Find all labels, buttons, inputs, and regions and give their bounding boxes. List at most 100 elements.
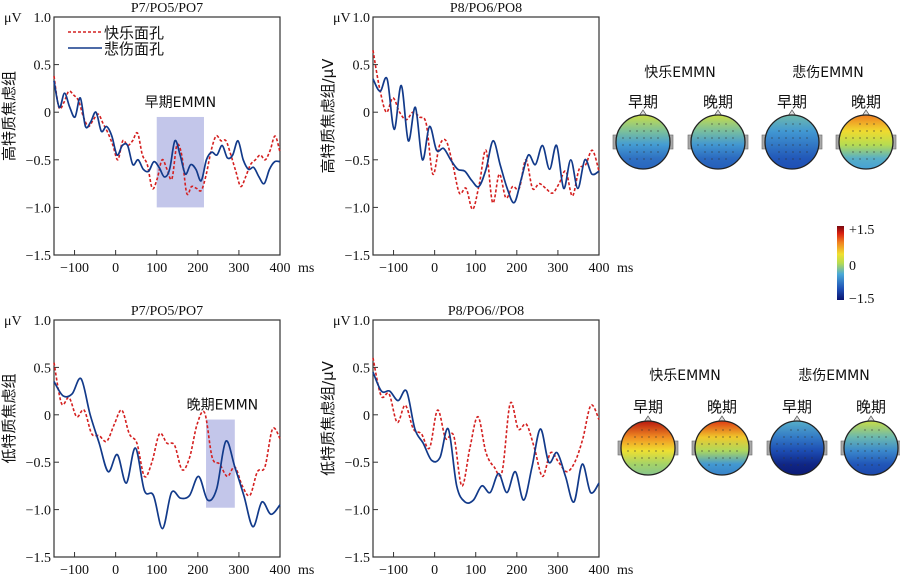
topomap-electrode [859,151,861,153]
topomap-electrode [729,450,731,452]
topomap-head [694,420,750,476]
topomap-electrode [852,144,854,146]
topomap-electrode [648,450,650,452]
topomap-electrode [873,151,875,153]
erp-panel-low-left: 晚期EMMN P7/PO5/PO7 μV 1.0 0.5 0 −0.5 −1.0 −1.5 −10… [0,304,314,575]
legend-sad-label: 悲伤面孔 [104,40,164,58]
topomap-electrode [636,123,638,125]
y-tick-label: 1.0 [353,11,371,26]
series-sad-line [372,371,600,505]
topomap-electrode [655,450,657,452]
x-unit-label: ms [298,261,314,276]
topomap-electrode [799,137,801,139]
topomap-electrode [866,137,868,139]
topomap-electrode [857,443,859,445]
topomap-electrode [804,450,806,452]
y-tick-label: −0.5 [26,456,51,471]
panel-title: P7/PO5/PO7 [131,1,203,16]
y-tick-label: −0.5 [345,456,370,471]
y-tick-label: −1.0 [26,504,51,519]
topo-high-header-sad: 悲伤EMMN [792,64,863,81]
topomap-electrode [799,130,801,132]
topomap-head [690,114,746,170]
topomap-electrode [641,450,643,452]
topomap-electrode [622,144,624,146]
x-tick-label: 400 [589,261,610,276]
topomap-electrode [866,151,868,153]
topomap-electrode [736,436,738,438]
topomap-electrode [873,123,875,125]
topomap-electrode [880,130,882,132]
topomap-electrode [866,158,868,160]
topomap-electrode [650,130,652,132]
x-tick-label: 100 [465,261,486,276]
topomap-electrode [806,144,808,146]
topomap-electrode [634,457,636,459]
topomap-electrode [792,130,794,132]
plot-frame [372,319,600,558]
y-tick-label: 0 [44,106,51,121]
topomap-electrode [736,457,738,459]
topomap-electrode [783,464,785,466]
topomap-electrode [871,450,873,452]
topomap-period-label: 晚期 [707,398,737,416]
topomap-electrode [850,443,852,445]
y-axis-label: 低特质焦虑组 [0,373,18,463]
y-tick-label: 0.5 [353,361,371,376]
topomap-electrode [711,123,713,125]
topomap-electrode [797,450,799,452]
topomap-electrode [641,443,643,445]
x-tick-label: 0 [112,563,119,575]
topomap-electrode [864,429,866,431]
topomap-electrode [629,144,631,146]
topomap-electrode [857,457,859,459]
topomap-electrode [657,137,659,139]
topomap-electrode [715,457,717,459]
topomap-electrode [852,151,854,153]
topomap-head [769,420,825,476]
topomap-electrode [643,130,645,132]
topomap-electrode [711,144,713,146]
colorbar-max-label: +1.5 [849,223,874,238]
y-tick-label: 0 [363,106,370,121]
topomap-electrode [811,443,813,445]
topomap-electrode [725,130,727,132]
topomap-electrode [648,464,650,466]
topomap-electrode [792,158,794,160]
topomap-electrode [634,443,636,445]
y-tick-label: −0.5 [345,154,370,169]
topomap-electrode [711,130,713,132]
topomap-electrode [797,429,799,431]
topomap-electrode [785,130,787,132]
topomap-electrode [697,137,699,139]
topomap-electrode [792,144,794,146]
topomap-electrode [799,158,801,160]
topomap-electrode [783,436,785,438]
series-sad-line [53,377,281,530]
topomap-electrode [662,443,664,445]
topomap-electrode [636,158,638,160]
topomap-electrode [636,151,638,153]
topomap-electrode [650,158,652,160]
topomap-electrode [785,137,787,139]
topomap-electrode [629,151,631,153]
topomap-electrode [804,443,806,445]
panel-title: P7/PO5/PO7 [131,304,203,319]
topomap-electrode [804,464,806,466]
y-unit-label: μV [333,314,351,329]
plot-frame [53,319,281,558]
topomaps-high-group: 快乐EMMN 悲伤EMMN 早期 晚期 早期 晚期 [612,64,897,170]
topomap-electrode [648,436,650,438]
topomap-electrode [636,130,638,132]
topomap-electrode [643,123,645,125]
topomap-electrode [641,429,643,431]
topomap-electrode [732,130,734,132]
topomap-electrode [655,436,657,438]
topomap-electrode [662,457,664,459]
y-tick-label: 1.0 [34,314,52,329]
topomap-electrode [697,144,699,146]
topomap-electrode [852,158,854,160]
topomap-electrode [873,144,875,146]
topomap-electrode [806,151,808,153]
